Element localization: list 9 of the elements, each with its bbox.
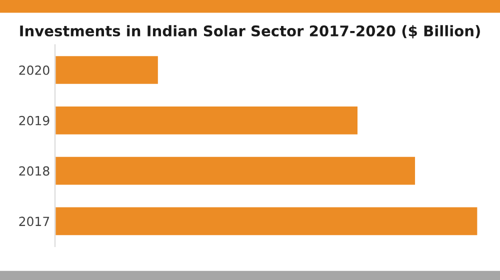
chart-title: Investments in Indian Solar Sector 2017-2020 ($ Billion) bbox=[20, 25, 480, 38]
y-tick-label: 2019 bbox=[19, 116, 50, 126]
bar bbox=[55, 54, 160, 86]
y-tick-label: 2018 bbox=[19, 166, 50, 176]
bar bbox=[55, 206, 479, 237]
bar bbox=[55, 155, 416, 186]
y-tick-label: 2020 bbox=[19, 65, 50, 75]
y-tick-label: 2017 bbox=[19, 216, 50, 226]
bar bbox=[55, 105, 359, 136]
